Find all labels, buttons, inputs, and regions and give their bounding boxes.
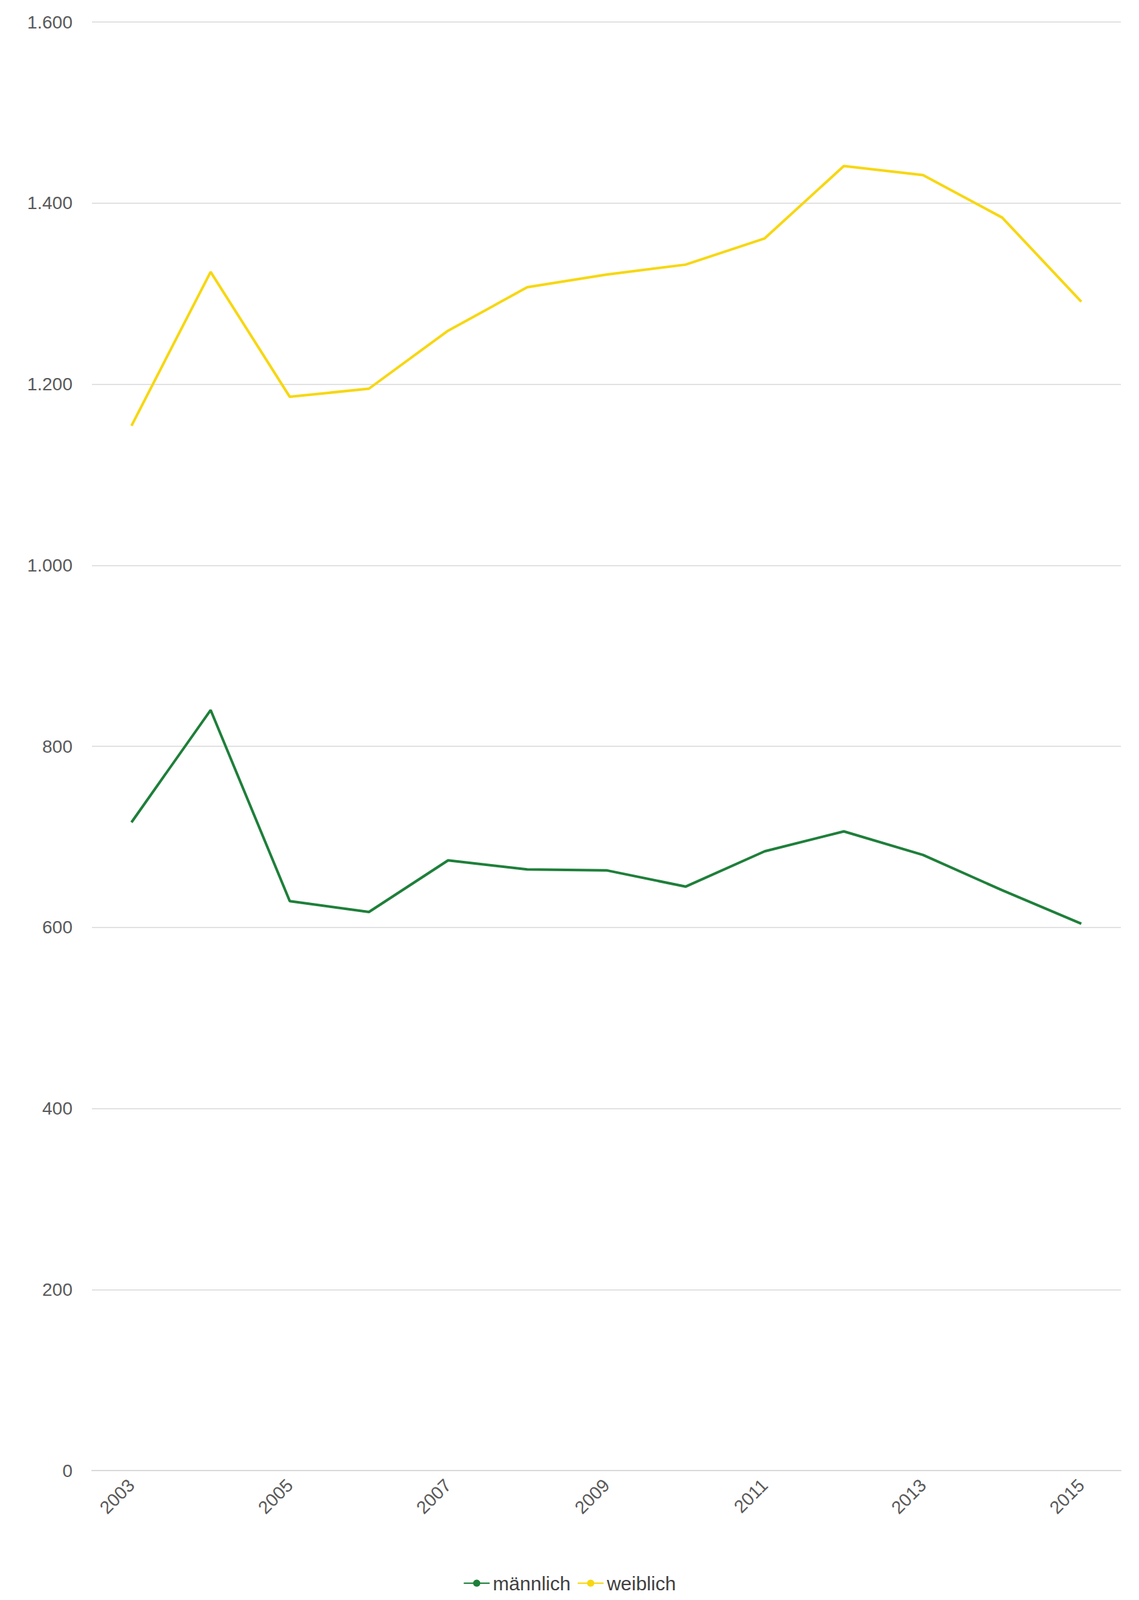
svg-text:2013: 2013 — [887, 1474, 930, 1518]
svg-text:200: 200 — [42, 1279, 73, 1300]
svg-text:0: 0 — [62, 1460, 73, 1481]
svg-text:2007: 2007 — [412, 1474, 455, 1518]
svg-text:2009: 2009 — [570, 1474, 614, 1518]
svg-text:2005: 2005 — [254, 1474, 298, 1518]
svg-text:800: 800 — [42, 736, 73, 757]
svg-text:2003: 2003 — [95, 1474, 139, 1518]
svg-text:weiblich: weiblich — [606, 1572, 677, 1594]
svg-text:600: 600 — [42, 917, 73, 938]
svg-text:1.000: 1.000 — [27, 555, 73, 576]
svg-text:2011: 2011 — [729, 1474, 772, 1517]
svg-text:2015: 2015 — [1045, 1474, 1089, 1518]
svg-text:1.600: 1.600 — [27, 12, 73, 33]
svg-text:400: 400 — [42, 1098, 73, 1119]
svg-text:männlich: männlich — [493, 1572, 571, 1594]
svg-text:1.400: 1.400 — [27, 192, 73, 213]
svg-text:1.200: 1.200 — [27, 374, 73, 395]
